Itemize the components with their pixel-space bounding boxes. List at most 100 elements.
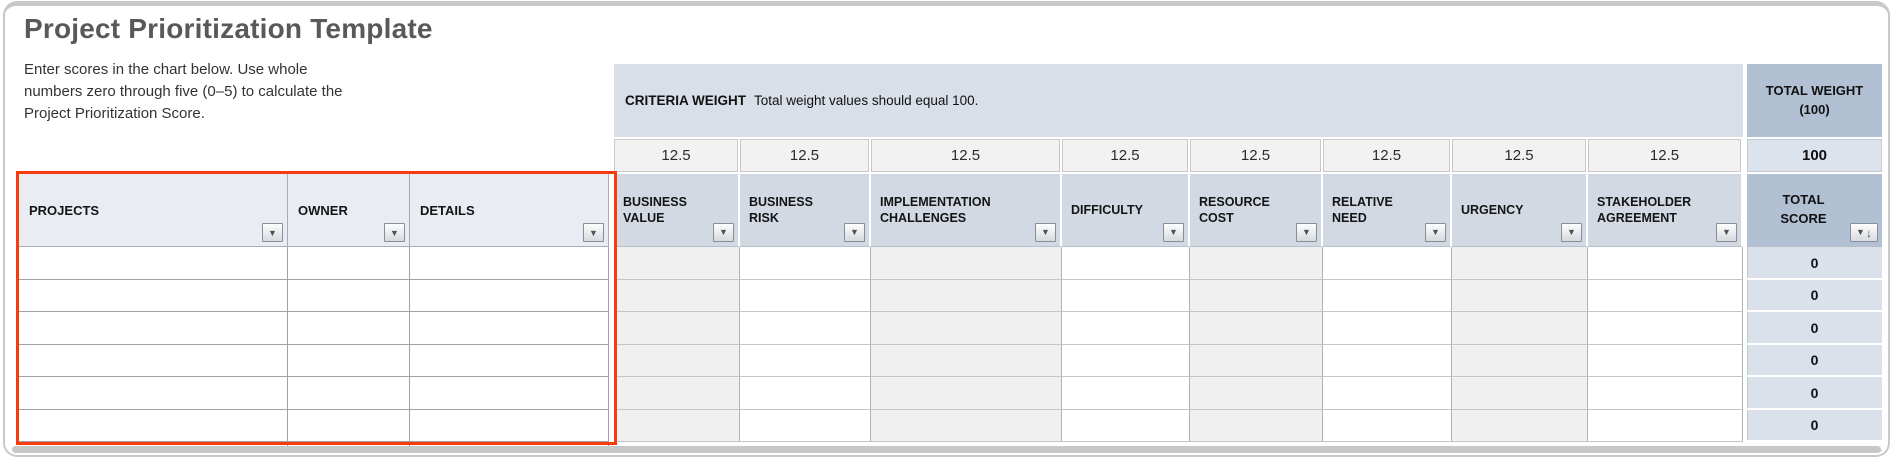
score-input-cell[interactable] bbox=[871, 312, 1062, 345]
score-input-cell[interactable] bbox=[1062, 280, 1190, 312]
score-input-cell[interactable] bbox=[1190, 377, 1323, 410]
details-cell[interactable] bbox=[410, 280, 609, 312]
weight-cell-business-risk[interactable]: 12.5 bbox=[740, 139, 871, 174]
projects-cell[interactable] bbox=[19, 377, 288, 410]
score-input-cell[interactable] bbox=[1452, 247, 1588, 280]
score-input-cell[interactable] bbox=[1323, 280, 1452, 312]
details-cell[interactable] bbox=[410, 312, 609, 345]
details-cell[interactable] bbox=[410, 377, 609, 410]
score-input-cell[interactable] bbox=[740, 247, 871, 280]
score-input-cell[interactable] bbox=[614, 280, 740, 312]
owner-cell[interactable] bbox=[288, 377, 410, 410]
score-input-cell[interactable] bbox=[740, 280, 871, 312]
score-input-cell[interactable] bbox=[1588, 247, 1743, 280]
total-score-header-label: TOTAL SCORE bbox=[1780, 192, 1827, 226]
score-input-cell[interactable] bbox=[1062, 345, 1190, 377]
owner-cell[interactable] bbox=[288, 312, 410, 345]
score-input-cell[interactable] bbox=[740, 410, 871, 442]
score-input-cell[interactable] bbox=[871, 247, 1062, 280]
filter-dropdown-icon[interactable]: ▼ bbox=[1163, 223, 1184, 242]
filter-dropdown-icon[interactable]: ▼ bbox=[262, 223, 283, 242]
score-input-cell[interactable] bbox=[871, 280, 1062, 312]
score-input-cell[interactable] bbox=[1323, 312, 1452, 345]
column-header-implementation-challenges: IMPLEMENTATION CHALLENGES ▼ bbox=[871, 174, 1062, 247]
score-input-cell[interactable] bbox=[871, 345, 1062, 377]
projects-cell[interactable] bbox=[19, 280, 288, 312]
instructions-line: Project Prioritization Score. bbox=[24, 105, 205, 122]
details-cell[interactable] bbox=[410, 247, 609, 280]
filter-dropdown-icon[interactable]: ▼ bbox=[713, 223, 734, 242]
score-input-cell[interactable] bbox=[614, 410, 740, 442]
weight-cell-business-value[interactable]: 12.5 bbox=[614, 139, 740, 174]
projects-cell[interactable] bbox=[19, 345, 288, 377]
column-header-details: DETAILS ▼ bbox=[410, 174, 609, 247]
score-input-cell[interactable] bbox=[1452, 345, 1588, 377]
score-input-cell[interactable] bbox=[1452, 410, 1588, 442]
score-input-cell[interactable] bbox=[614, 247, 740, 280]
score-input-cell[interactable] bbox=[1190, 247, 1323, 280]
filter-dropdown-icon[interactable]: ▼ bbox=[1296, 223, 1317, 242]
details-cell[interactable] bbox=[410, 410, 609, 442]
weight-cell-stakeholder-agreement[interactable]: 12.5 bbox=[1588, 139, 1743, 174]
score-input-cell[interactable] bbox=[1323, 247, 1452, 280]
column-header-business-value: BUSINESS VALUE ▼ bbox=[614, 174, 740, 247]
owner-cell[interactable] bbox=[288, 247, 410, 280]
score-input-cell[interactable] bbox=[1190, 280, 1323, 312]
score-input-cell[interactable] bbox=[1588, 345, 1743, 377]
weight-cell-relative-need[interactable]: 12.5 bbox=[1323, 139, 1452, 174]
score-input-cell[interactable] bbox=[740, 377, 871, 410]
score-input-cell[interactable] bbox=[614, 312, 740, 345]
owner-cell[interactable] bbox=[288, 410, 410, 442]
score-input-cell[interactable] bbox=[871, 377, 1062, 410]
score-input-cell[interactable] bbox=[1062, 377, 1190, 410]
filter-dropdown-icon[interactable]: ▼ bbox=[1425, 223, 1446, 242]
details-header-label: DETAILS bbox=[420, 202, 475, 218]
page-title: Project Prioritization Template bbox=[24, 13, 433, 44]
weight-cell-urgency[interactable]: 12.5 bbox=[1452, 139, 1588, 174]
details-cell[interactable] bbox=[410, 345, 609, 377]
score-input-cell[interactable] bbox=[1190, 312, 1323, 345]
criteria-header-label: BUSINESS VALUE bbox=[623, 194, 687, 225]
score-input-cell[interactable] bbox=[740, 312, 871, 345]
score-input-cell[interactable] bbox=[1323, 345, 1452, 377]
filter-dropdown-icon[interactable]: ▼ bbox=[1561, 223, 1582, 242]
score-input-cell[interactable] bbox=[1062, 410, 1190, 442]
filter-dropdown-icon[interactable]: ▼ bbox=[844, 223, 865, 242]
score-input-cell[interactable] bbox=[1452, 280, 1588, 312]
total-weight-header-line: TOTAL WEIGHT bbox=[1765, 82, 1864, 98]
score-input-cell[interactable] bbox=[1190, 410, 1323, 442]
horizontal-scrollbar[interactable] bbox=[12, 446, 1881, 453]
projects-cell[interactable] bbox=[19, 312, 288, 345]
weight-cell-resource-cost[interactable]: 12.5 bbox=[1190, 139, 1323, 174]
total-weight-header: TOTAL WEIGHT (100) bbox=[1747, 64, 1882, 139]
projects-cell[interactable] bbox=[19, 247, 288, 280]
score-input-cell[interactable] bbox=[1323, 410, 1452, 442]
template-card: Project Prioritization Template Enter sc… bbox=[3, 1, 1890, 457]
weight-cell-implementation-challenges[interactable]: 12.5 bbox=[871, 139, 1062, 174]
projects-cell[interactable] bbox=[19, 410, 288, 442]
score-input-cell[interactable] bbox=[614, 377, 740, 410]
score-input-cell[interactable] bbox=[1452, 312, 1588, 345]
filter-dropdown-icon[interactable]: ▼ bbox=[1716, 223, 1737, 242]
filter-sort-descending-icon[interactable]: ▼ ↓ bbox=[1850, 223, 1878, 242]
score-input-cell[interactable] bbox=[740, 345, 871, 377]
score-input-cell[interactable] bbox=[1190, 345, 1323, 377]
score-input-cell[interactable] bbox=[871, 410, 1062, 442]
score-input-cell[interactable] bbox=[1588, 280, 1743, 312]
score-input-cell[interactable] bbox=[1588, 377, 1743, 410]
score-input-cell[interactable] bbox=[1062, 247, 1190, 280]
score-input-cell[interactable] bbox=[1062, 312, 1190, 345]
filter-dropdown-icon[interactable]: ▼ bbox=[1035, 223, 1056, 242]
score-input-cell[interactable] bbox=[1588, 312, 1743, 345]
criteria-weight-label: CRITERIA WEIGHT bbox=[625, 93, 746, 108]
score-input-cell[interactable] bbox=[1323, 377, 1452, 410]
weight-cell-difficulty[interactable]: 12.5 bbox=[1062, 139, 1190, 174]
score-input-cell[interactable] bbox=[614, 345, 740, 377]
score-input-cell[interactable] bbox=[1452, 377, 1588, 410]
score-input-cell[interactable] bbox=[1588, 410, 1743, 442]
owner-cell[interactable] bbox=[288, 280, 410, 312]
filter-dropdown-icon[interactable]: ▼ bbox=[384, 223, 405, 242]
owner-cell[interactable] bbox=[288, 345, 410, 377]
filter-dropdown-icon[interactable]: ▼ bbox=[583, 223, 604, 242]
projects-header-label: PROJECTS bbox=[29, 202, 100, 218]
